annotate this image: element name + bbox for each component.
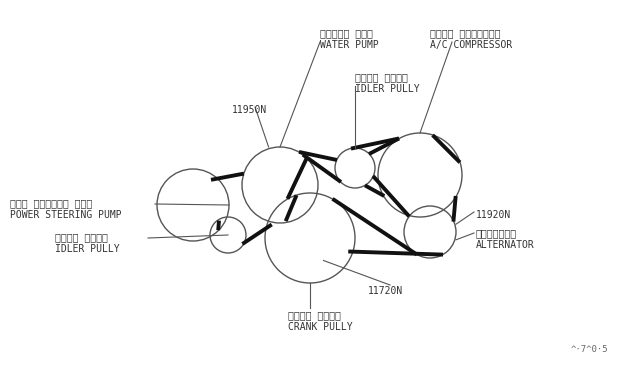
Text: 11920N: 11920N — [476, 210, 511, 220]
Text: アイドラ プーリー: アイドラ プーリー — [355, 72, 408, 82]
Text: POWER STEERING PUMP: POWER STEERING PUMP — [10, 210, 122, 220]
Text: ^·7^0·5: ^·7^0·5 — [570, 345, 608, 354]
Text: 11720N: 11720N — [368, 286, 403, 296]
Text: IDLER PULLY: IDLER PULLY — [355, 84, 420, 94]
Text: ALTERNATOR: ALTERNATOR — [476, 240, 535, 250]
Text: A/C COMPRESSOR: A/C COMPRESSOR — [430, 40, 512, 50]
Text: CRANK PULLY: CRANK PULLY — [288, 322, 353, 332]
Text: IDLER PULLY: IDLER PULLY — [55, 244, 120, 254]
Text: オルタネーター: オルタネーター — [476, 228, 517, 238]
Text: エアコン コンプレッサー: エアコン コンプレッサー — [430, 28, 500, 38]
Text: クランク プーリー: クランク プーリー — [288, 310, 341, 320]
Text: アイドラ プーリー: アイドラ プーリー — [55, 232, 108, 242]
Text: WATER PUMP: WATER PUMP — [320, 40, 379, 50]
Text: ウォーター ポンプ: ウォーター ポンプ — [320, 28, 373, 38]
Text: パワー ステアリング ポンプ: パワー ステアリング ポンプ — [10, 198, 92, 208]
Text: 11950N: 11950N — [232, 105, 268, 115]
